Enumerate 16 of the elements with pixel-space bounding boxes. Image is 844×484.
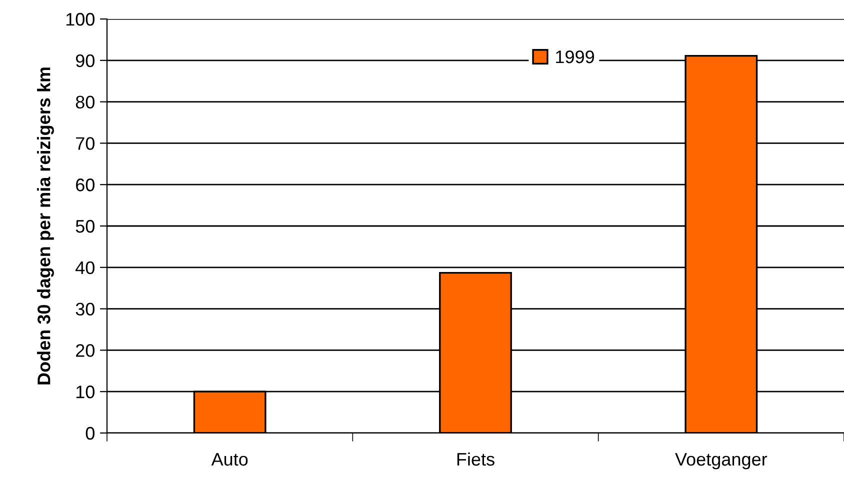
y-tick-label: 20 — [76, 344, 94, 357]
y-tick-label: 100 — [66, 12, 94, 26]
y-tick-label: 80 — [76, 96, 94, 109]
y-tick-label: 30 — [76, 302, 94, 316]
y-tick-label: 90 — [76, 54, 94, 68]
x-tick-label: Fiets — [457, 452, 494, 466]
y-tick-label: 50 — [76, 220, 94, 233]
y-tick-label: 60 — [76, 178, 94, 192]
x-tick-label: Auto — [211, 453, 248, 466]
y-tick-label: 40 — [76, 261, 94, 274]
y-tick-label: 70 — [76, 137, 94, 150]
y-axis-title: Doden 30 dagen per mia reizigers km — [37, 68, 54, 384]
legend-label: 1999 — [556, 50, 594, 64]
x-tick-label: Voetganger — [675, 453, 768, 470]
y-tick-label: 10 — [76, 386, 94, 398]
y-tick-label: 0 — [86, 426, 94, 440]
